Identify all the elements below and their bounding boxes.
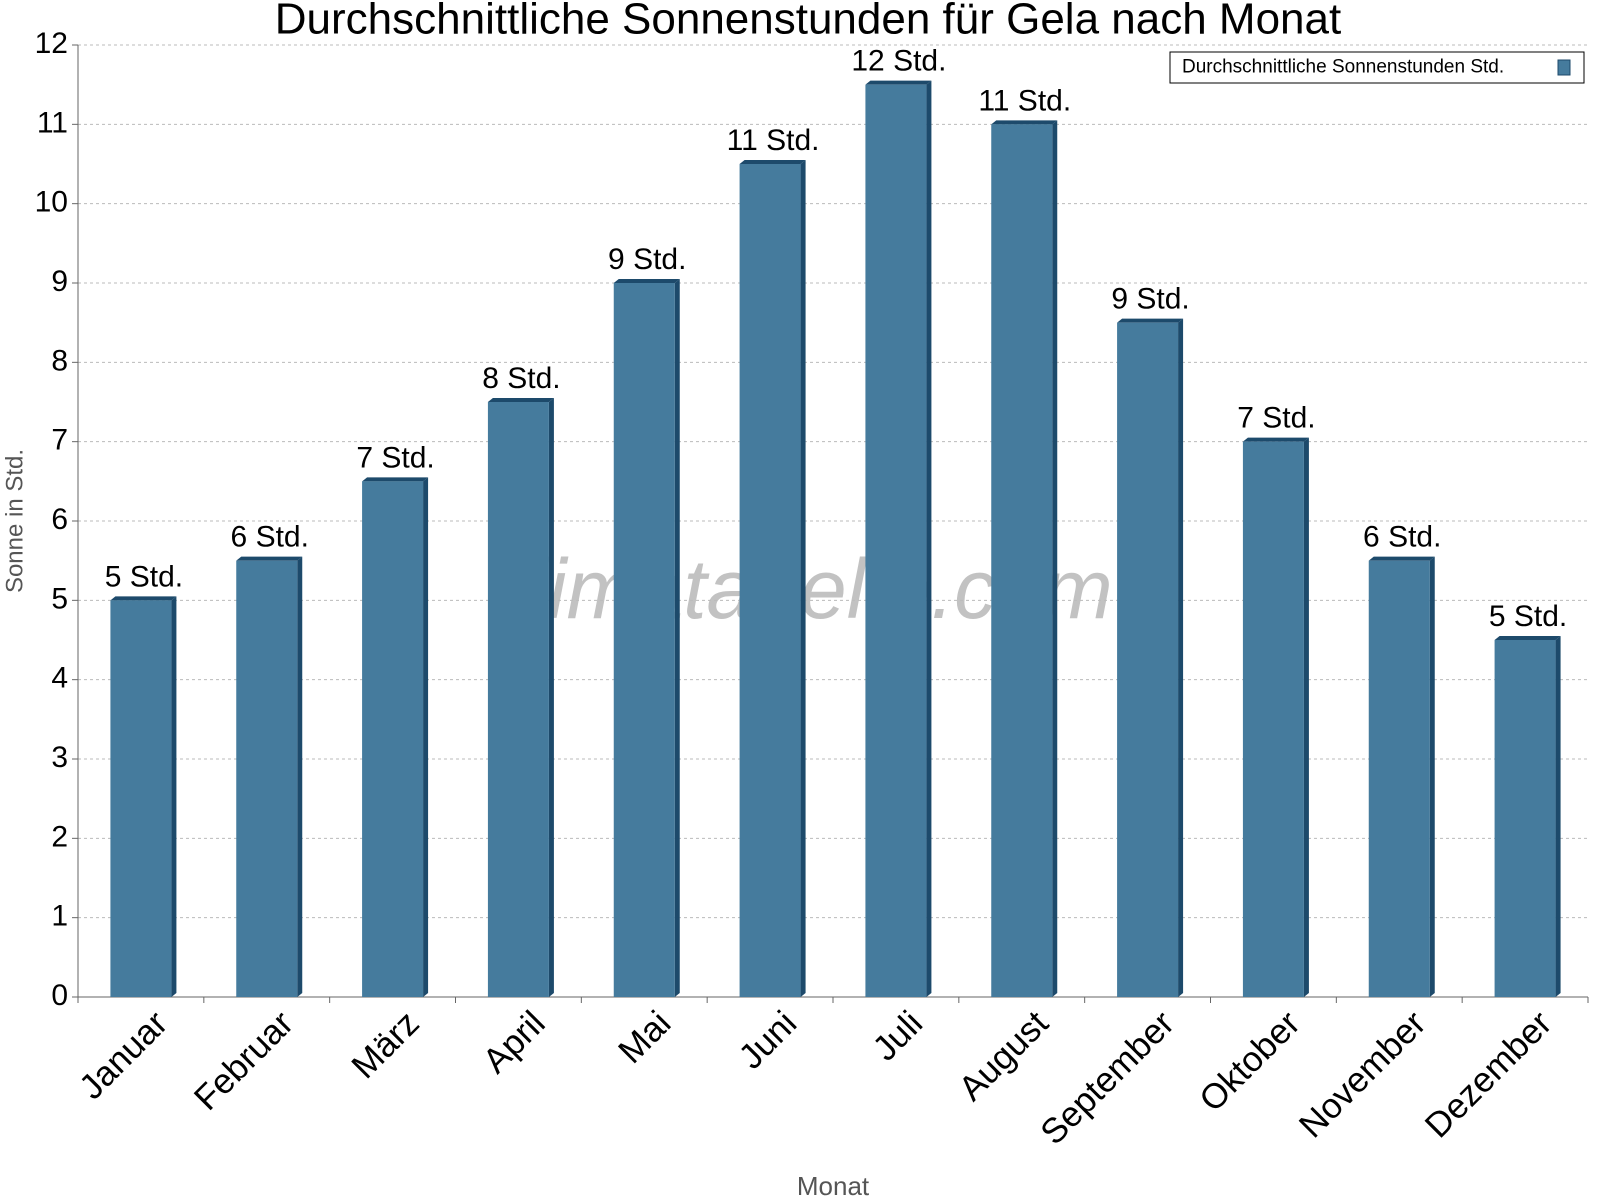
x-tick-label: November	[1292, 1003, 1434, 1145]
x-tick-label: Februar	[187, 1003, 301, 1117]
y-tick-label: 10	[35, 186, 68, 219]
y-tick-label: 0	[51, 979, 68, 1012]
value-label: 5 Std.	[1489, 600, 1567, 633]
bar	[1117, 318, 1184, 998]
y-tick-label: 2	[51, 820, 68, 853]
bar-top	[739, 160, 806, 164]
x-tick-label: Juni	[731, 1004, 804, 1077]
bar-face	[1117, 322, 1179, 998]
bar	[613, 279, 680, 997]
bar-face	[487, 402, 549, 997]
bar-face	[739, 164, 801, 997]
value-label: 9 Std.	[1111, 283, 1189, 316]
y-tick-label: 6	[51, 503, 68, 536]
bar-face	[613, 283, 675, 997]
legend-swatch	[1557, 59, 1571, 76]
bar-face	[236, 560, 298, 997]
x-tick-label: Januar	[72, 1003, 175, 1106]
bar-face	[1494, 640, 1556, 997]
bar	[991, 120, 1058, 998]
legend-box	[1169, 51, 1585, 84]
bar	[487, 398, 554, 997]
value-label: 11 Std.	[727, 124, 820, 157]
legend-label: Durchschnittliche Sonnenstunden Std.	[1182, 57, 1504, 78]
value-label: 5 Std.	[105, 560, 183, 593]
bar-top	[110, 596, 177, 601]
bar	[1368, 556, 1435, 997]
bar	[362, 477, 429, 997]
bar-top	[236, 556, 303, 561]
value-label: 8 Std.	[482, 362, 560, 395]
bar-side	[297, 556, 303, 997]
bar-face	[865, 84, 927, 997]
bar	[236, 556, 303, 997]
bar	[1494, 636, 1561, 997]
bar-top	[1368, 556, 1435, 561]
bar-side	[926, 80, 932, 997]
value-label: 12 Std.	[851, 45, 946, 78]
bar-face	[1368, 560, 1430, 997]
y-tick-label: 1	[51, 900, 68, 933]
bar-face	[991, 124, 1053, 998]
bar-side	[1178, 318, 1184, 998]
bar-top	[1117, 318, 1184, 323]
value-label: 7 Std.	[1237, 402, 1315, 435]
bar-side	[1429, 556, 1435, 997]
y-tick-label: 3	[51, 741, 68, 774]
value-label: 6 Std.	[1363, 521, 1441, 554]
bar-side	[1555, 636, 1561, 997]
bar-top	[613, 279, 680, 283]
x-tick-label: April	[476, 1004, 553, 1081]
bar-side	[674, 279, 680, 997]
bar-top	[991, 120, 1058, 125]
bar-top	[865, 80, 932, 85]
bar-side	[1052, 120, 1058, 998]
bar	[1242, 437, 1309, 998]
x-tick-label: Mai	[611, 1004, 678, 1071]
value-label: 9 Std.	[608, 243, 686, 276]
y-tick-label: 7	[51, 424, 68, 457]
y-tick-label: 9	[51, 265, 68, 298]
x-tick-label: August	[951, 1003, 1056, 1108]
bar-side	[1303, 437, 1309, 998]
bar-side	[800, 160, 806, 997]
y-tick-label: 4	[51, 662, 68, 695]
bar-top	[1242, 437, 1309, 442]
bar	[739, 160, 806, 997]
bar	[865, 80, 932, 997]
x-axis-label: Monat	[797, 1171, 870, 1200]
value-label: 11 Std.	[978, 84, 1071, 117]
value-label: 7 Std.	[356, 441, 434, 474]
bar-top	[487, 398, 554, 402]
chart-title: Durchschnittliche Sonnenstunden für Gela…	[275, 0, 1341, 44]
x-tick-label: Juli	[865, 1004, 930, 1069]
y-tick-label: 5	[51, 582, 68, 615]
x-tick-label: September	[1033, 1003, 1182, 1152]
bar-face	[362, 481, 424, 997]
x-tick-label: Oktober	[1192, 1003, 1308, 1119]
bar-side	[548, 398, 554, 997]
bar-top	[362, 477, 429, 482]
bar	[110, 596, 177, 997]
x-tick-label: Dezember	[1418, 1003, 1560, 1145]
value-label: 6 Std.	[231, 521, 309, 554]
x-tick-label: März	[344, 1004, 427, 1087]
y-tick-label: 11	[37, 106, 68, 139]
bar-top	[1494, 636, 1561, 640]
y-tick-label: 12	[35, 27, 68, 60]
y-axis-label: Sonne in Std.	[1, 449, 28, 593]
bar-face	[110, 600, 172, 997]
bar-side	[423, 477, 429, 997]
y-tick-label: 8	[51, 344, 68, 377]
bar-face	[1242, 441, 1304, 998]
bar-side	[171, 596, 177, 997]
